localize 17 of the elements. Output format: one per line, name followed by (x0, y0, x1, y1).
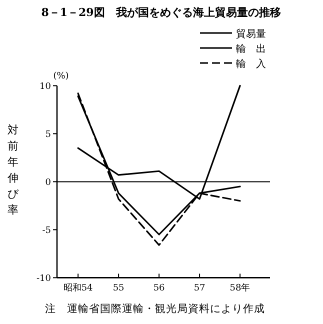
x-tick-label: 57 (194, 284, 206, 294)
legend-label: 輸 入 (236, 58, 266, 70)
y-tick-label: -10 (36, 274, 52, 284)
x-tick-label: 55 (112, 284, 125, 294)
legend-label: 貿易量 (236, 28, 266, 40)
y-axis-title: 対前年伸び率 (8, 124, 20, 217)
chart-title: 8－1－29図 我が国をめぐる海上貿易量の推移 (41, 6, 281, 19)
y-tick-label: 10 (40, 82, 52, 92)
legend-label: 輸 出 (236, 43, 266, 55)
x-tick-label: 58年 (230, 282, 250, 294)
y-tick-label: 0 (45, 178, 52, 188)
x-tick-label: 56 (153, 284, 166, 294)
y-tick-label: 5 (45, 130, 52, 140)
x-tick-label: 昭和54 (63, 282, 94, 294)
y-tick-label: -5 (42, 226, 52, 236)
text: 注 運輸省国際運輸・観光局資料により作成 (45, 302, 265, 315)
text: (%) (53, 72, 69, 82)
